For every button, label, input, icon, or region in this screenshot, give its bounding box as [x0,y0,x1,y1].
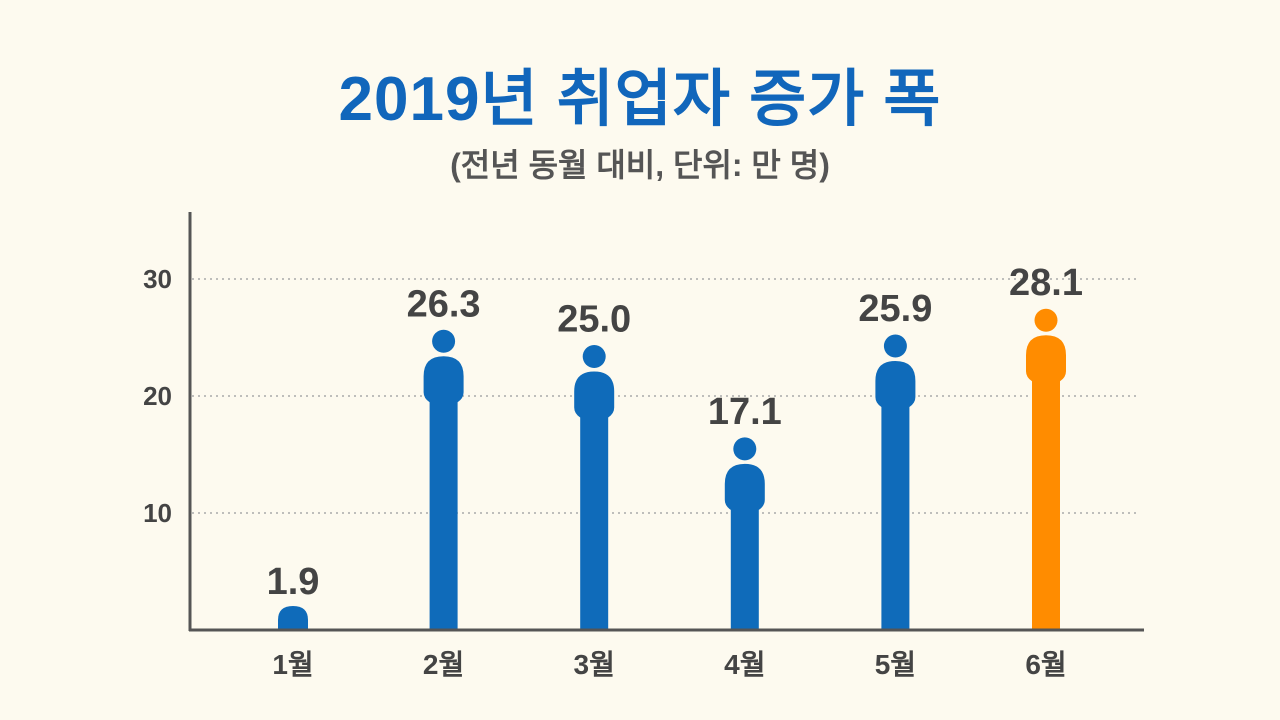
data-label: 1.9 [267,561,320,603]
chart-title: 2019년 취업자 증가 폭 [338,65,942,134]
y-tick-label: 30 [143,264,172,294]
data-label: 25.0 [557,299,631,341]
person-body [1026,335,1066,630]
data-label: 26.3 [407,283,481,325]
person-head [582,345,606,368]
bar-person-4 [724,437,765,630]
bar-person-2 [423,329,464,630]
x-tick-label: 2월 [423,649,464,680]
bar-person-1 [278,606,308,630]
person-body [574,371,615,630]
person-head [733,437,757,461]
data-label: 17.1 [708,391,782,433]
person-body [875,360,916,630]
person-head [1034,308,1058,332]
x-tick-label: 1월 [272,649,313,680]
x-tick-label: 4월 [724,649,765,680]
x-tick-label: 6월 [1025,649,1066,680]
data-label: 25.9 [858,288,932,330]
bar-person-6 [1026,308,1066,630]
y-tick-label: 10 [143,498,172,528]
x-tick-label: 5월 [875,649,916,680]
data-label: 28.1 [1009,262,1083,304]
person-body [724,463,765,630]
bar-person-3 [574,345,615,630]
x-tick-label: 3월 [574,649,615,680]
person-body [423,356,464,630]
y-tick-label: 20 [143,381,172,411]
person-head [432,329,456,353]
bar-person-5 [875,334,916,630]
person-body [278,606,308,630]
chart-subtitle: (전년 동월 대비, 단위: 만 명) [450,147,830,183]
person-head [883,334,907,358]
